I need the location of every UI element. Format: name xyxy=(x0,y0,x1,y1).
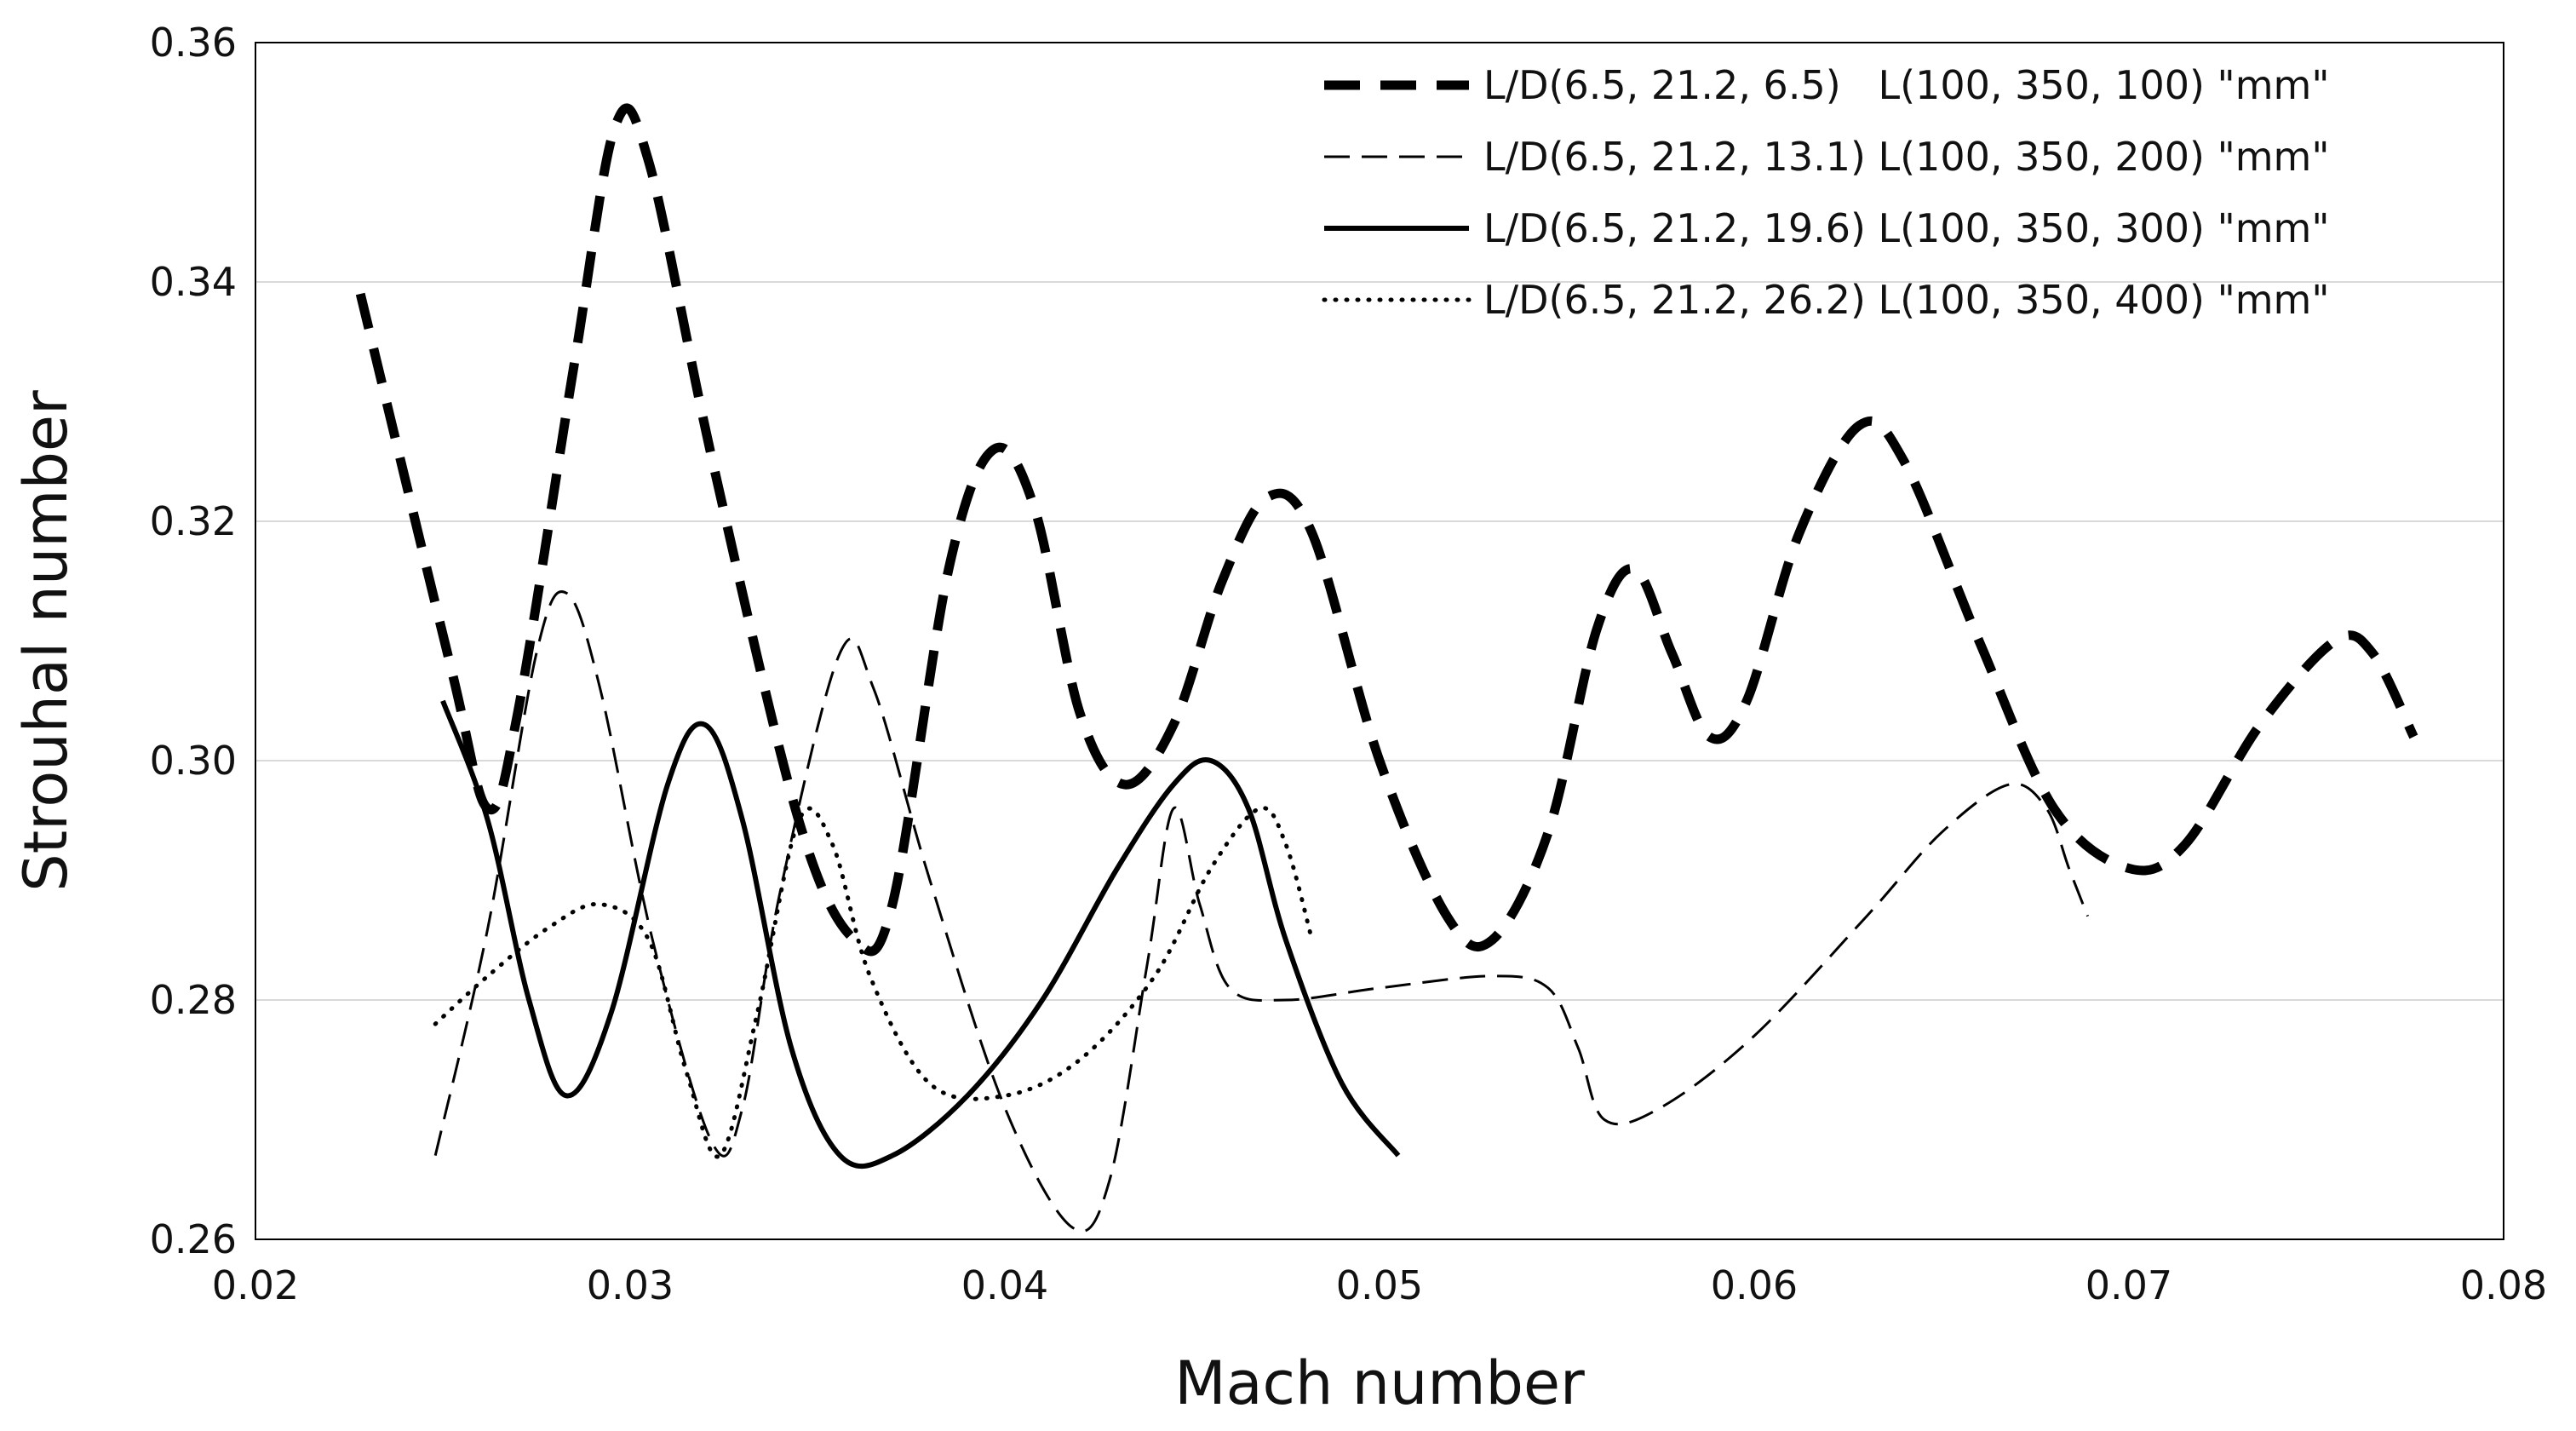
tick-labels: 0.26 0.28 0.30 0.32 0.34 0.36 0.02 0.03 0.04 0.05… xyxy=(150,20,2548,1308)
x-tick-label: 0.06 xyxy=(1711,1262,1798,1308)
x-tick-label: 0.08 xyxy=(2460,1262,2547,1308)
y-tick-label: 0.36 xyxy=(150,20,237,66)
legend: L/D(6.5, 21.2, 6.5) L(100, 350, 100) "mm… xyxy=(1322,62,2330,323)
series-line-2 xyxy=(433,590,2089,1233)
x-tick-label: 0.03 xyxy=(587,1262,674,1308)
series-line-1 xyxy=(355,103,2418,957)
legend-label-1: L/D(6.5, 21.2, 6.5) L(100, 350, 100) "mm… xyxy=(1483,62,2330,108)
x-tick-label: 0.07 xyxy=(2085,1262,2172,1308)
legend-label-3: L/D(6.5, 21.2, 19.6) L(100, 350, 300) "m… xyxy=(1483,205,2330,251)
y-tick-label: 0.28 xyxy=(150,977,237,1023)
y-tick-label: 0.32 xyxy=(150,498,237,544)
x-tick-label: 0.05 xyxy=(1336,1262,1423,1308)
y-tick-label: 0.26 xyxy=(150,1216,237,1262)
x-tick-label: 0.04 xyxy=(961,1262,1048,1308)
series-line-3 xyxy=(440,699,1401,1170)
x-axis-title: Mach number xyxy=(1174,1348,1585,1418)
series-lines xyxy=(355,103,2418,1233)
y-tick-label: 0.30 xyxy=(150,738,237,784)
legend-label-4: L/D(6.5, 21.2, 26.2) L(100, 350, 400) "m… xyxy=(1483,277,2330,323)
plot-area-frame xyxy=(255,42,2504,1240)
y-tick-label: 0.34 xyxy=(150,259,237,305)
legend-label-2: L/D(6.5, 21.2, 13.1) L(100, 350, 200) "m… xyxy=(1483,134,2330,180)
series-line-4 xyxy=(433,806,1315,1159)
x-tick-label: 0.02 xyxy=(212,1262,299,1308)
y-axis-title: Strouhal number xyxy=(11,390,81,892)
